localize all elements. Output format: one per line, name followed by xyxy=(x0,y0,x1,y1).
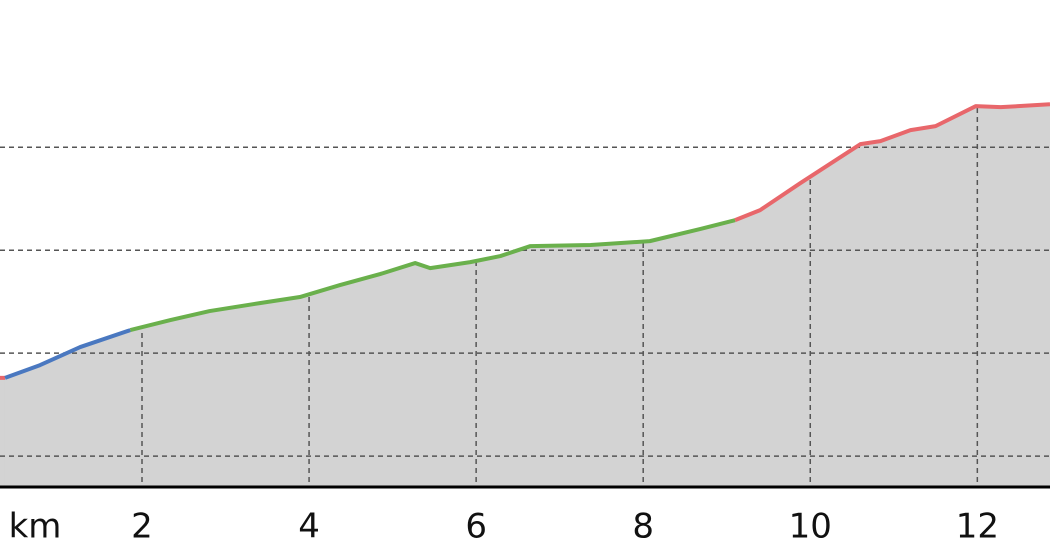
x-tick-label: 6 xyxy=(465,507,487,547)
x-tick-label: 4 xyxy=(298,507,320,547)
x-tick-label: 12 xyxy=(956,507,999,547)
x-tick-label: 10 xyxy=(789,507,832,547)
profile-line xyxy=(129,218,736,333)
x-axis-label: km xyxy=(9,507,62,547)
x-tick-label: 2 xyxy=(131,507,153,547)
profile-line xyxy=(4,328,131,380)
area xyxy=(0,377,6,488)
profile-line xyxy=(734,102,1050,222)
x-tick-label: 8 xyxy=(632,507,654,547)
area xyxy=(734,103,1050,488)
